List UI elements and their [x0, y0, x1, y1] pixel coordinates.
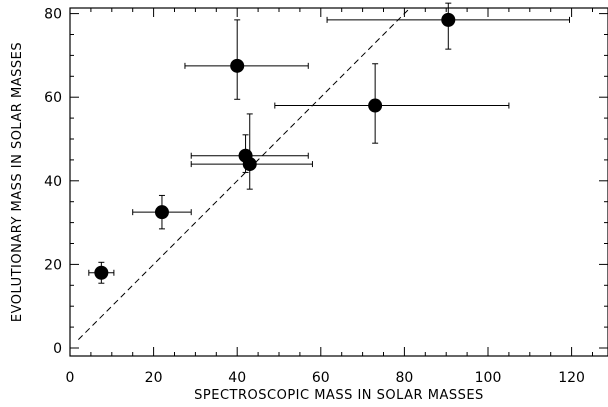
x-tick-label: 20	[145, 370, 163, 386]
point-marker	[368, 98, 383, 113]
y-tick-label: 60	[44, 90, 62, 106]
y-tick-label: 20	[44, 257, 62, 273]
y-axis-label: EVOLUTIONARY MASS IN SOLAR MASSES	[10, 42, 25, 322]
point-marker	[242, 157, 257, 172]
data-point	[274, 63, 510, 144]
x-tick-label: 100	[475, 370, 502, 386]
x-axis-label: SPECTROSCOPIC MASS IN SOLAR MASSES	[194, 388, 484, 403]
data-point	[190, 113, 313, 190]
point-marker	[94, 265, 109, 280]
data-point	[88, 261, 115, 284]
x-tick-label: 60	[312, 370, 330, 386]
point-marker	[154, 205, 169, 220]
x-tick-label: 80	[395, 370, 413, 386]
tick-marks	[69, 8, 608, 356]
reference-line	[78, 7, 411, 340]
y-tick-label: 80	[44, 7, 62, 23]
data-point	[132, 194, 192, 230]
data-points	[88, 2, 571, 284]
point-marker	[230, 58, 245, 73]
plot-frame	[69, 7, 608, 357]
y-tick-label: 40	[44, 174, 62, 190]
x-tick-label: 0	[66, 370, 75, 386]
y-tick-label: 0	[53, 341, 62, 357]
x-tick-labels: 0 20 40 60 80 100 120	[66, 370, 585, 386]
point-marker	[441, 12, 456, 27]
data-point	[326, 2, 571, 50]
x-tick-label: 120	[558, 370, 585, 386]
x-tick-label: 40	[228, 370, 246, 386]
data-point	[184, 19, 309, 100]
